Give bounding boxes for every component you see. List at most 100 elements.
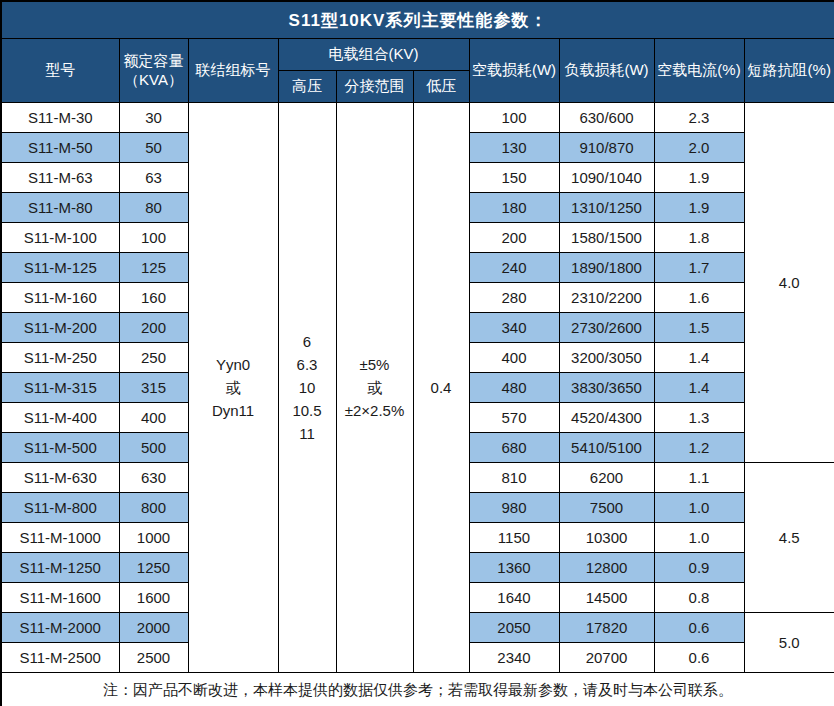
cell-model: S11-M-500 [1, 433, 119, 463]
cell-load-loss: 3200/3050 [559, 343, 654, 373]
cell-lv-line: 0.4 [414, 376, 469, 399]
table-row: S11-M-3030Yyn0或Dyn1166.31010.511±5%或±2×2… [1, 103, 834, 133]
cell-load-loss: 6200 [559, 463, 654, 493]
cell-capacity: 1000 [119, 523, 188, 553]
spec-table: S11型10KV系列主要性能参数： 型号 额定容量（KVA） 联结组标号 电载组… [0, 0, 834, 706]
col-header-lv: 低压 [413, 71, 469, 103]
cell-no-load-current: 1.0 [654, 493, 744, 523]
cell-load-loss: 12800 [559, 553, 654, 583]
cell-no-load-loss: 400 [469, 343, 559, 373]
cell-capacity: 1250 [119, 553, 188, 583]
cell-no-load-loss: 1150 [469, 523, 559, 553]
cell-no-load-loss: 980 [469, 493, 559, 523]
cell-load-loss: 1310/1250 [559, 193, 654, 223]
cell-model: S11-M-250 [1, 343, 119, 373]
cell-no-load-loss: 810 [469, 463, 559, 493]
cell-capacity: 125 [119, 253, 188, 283]
cell-no-load-current: 1.3 [654, 403, 744, 433]
cell-capacity: 630 [119, 463, 188, 493]
cell-no-load-loss: 480 [469, 373, 559, 403]
cell-vector-group-line: Dyn11 [189, 399, 278, 422]
cell-capacity: 2000 [119, 613, 188, 643]
cell-model: S11-M-160 [1, 283, 119, 313]
cell-model: S11-M-50 [1, 133, 119, 163]
cell-load-loss: 10300 [559, 523, 654, 553]
cell-impedance: 5.0 [744, 613, 834, 673]
cell-no-load-current: 1.2 [654, 433, 744, 463]
cell-load-loss: 4520/4300 [559, 403, 654, 433]
cell-model: S11-M-1600 [1, 583, 119, 613]
cell-no-load-loss: 680 [469, 433, 559, 463]
cell-no-load-loss: 200 [469, 223, 559, 253]
cell-load-loss: 17820 [559, 613, 654, 643]
capacity-header-line1: 额定容量 [124, 52, 184, 69]
cell-load-loss: 3830/3650 [559, 373, 654, 403]
cell-model: S11-M-80 [1, 193, 119, 223]
cell-no-load-current: 1.4 [654, 343, 744, 373]
cell-no-load-current: 0.9 [654, 553, 744, 583]
page-title: S11型10KV系列主要性能参数： [1, 1, 834, 39]
cell-vector-group-line: Yyn0 [189, 353, 278, 376]
cell-no-load-loss: 1360 [469, 553, 559, 583]
cell-capacity: 63 [119, 163, 188, 193]
col-header-voltage-combo: 电载组合(KV) [278, 39, 469, 71]
cell-tap-range-line: 或 [337, 376, 413, 399]
cell-tap-range-line: ±2×2.5% [337, 399, 413, 422]
cell-capacity: 250 [119, 343, 188, 373]
cell-no-load-loss: 100 [469, 103, 559, 133]
cell-lv: 0.4 [413, 103, 469, 673]
cell-no-load-current: 1.6 [654, 283, 744, 313]
col-header-vector-group: 联结组标号 [188, 39, 278, 103]
cell-load-loss: 1890/1800 [559, 253, 654, 283]
cell-no-load-current: 1.9 [654, 163, 744, 193]
table-body: S11-M-3030Yyn0或Dyn1166.31010.511±5%或±2×2… [1, 103, 834, 673]
cell-no-load-loss: 2340 [469, 643, 559, 673]
cell-model: S11-M-1250 [1, 553, 119, 583]
cell-model: S11-M-63 [1, 163, 119, 193]
col-header-no-load-loss: 空载损耗(W) [469, 39, 559, 103]
cell-capacity: 200 [119, 313, 188, 343]
cell-no-load-current: 2.3 [654, 103, 744, 133]
cell-no-load-loss: 150 [469, 163, 559, 193]
cell-no-load-loss: 1640 [469, 583, 559, 613]
col-header-load-loss: 负载损耗(W) [559, 39, 654, 103]
cell-model: S11-M-2500 [1, 643, 119, 673]
cell-vector-group: Yyn0或Dyn11 [188, 103, 278, 673]
cell-load-loss: 5410/5100 [559, 433, 654, 463]
footer-note: 注：因产品不断改进，本样本提供的数据仅供参考；若需取得最新参数，请及时与本公司联… [1, 673, 834, 706]
col-header-impedance: 短路抗阻(%) [744, 39, 834, 103]
cell-capacity: 400 [119, 403, 188, 433]
cell-model: S11-M-400 [1, 403, 119, 433]
cell-no-load-loss: 2050 [469, 613, 559, 643]
cell-tap-range: ±5%或±2×2.5% [336, 103, 413, 673]
cell-hv-line: 6.3 [279, 353, 336, 376]
capacity-header-line2: （KVA） [124, 71, 183, 88]
cell-load-loss: 7500 [559, 493, 654, 523]
cell-model: S11-M-30 [1, 103, 119, 133]
cell-no-load-current: 1.5 [654, 313, 744, 343]
cell-model: S11-M-630 [1, 463, 119, 493]
cell-no-load-current: 2.0 [654, 133, 744, 163]
cell-capacity: 800 [119, 493, 188, 523]
cell-impedance: 4.5 [744, 463, 834, 613]
cell-no-load-loss: 130 [469, 133, 559, 163]
cell-hv-line: 6 [279, 330, 336, 353]
cell-model: S11-M-800 [1, 493, 119, 523]
cell-load-loss: 1090/1040 [559, 163, 654, 193]
col-header-tap-range: 分接范围 [336, 71, 413, 103]
header-row-1: 型号 额定容量（KVA） 联结组标号 电载组合(KV) 空载损耗(W) 负载损耗… [1, 39, 834, 71]
cell-no-load-loss: 570 [469, 403, 559, 433]
col-header-model: 型号 [1, 39, 119, 103]
cell-load-loss: 910/870 [559, 133, 654, 163]
cell-model: S11-M-200 [1, 313, 119, 343]
cell-hv-line: 10 [279, 376, 336, 399]
cell-capacity: 1600 [119, 583, 188, 613]
cell-tap-range-line: ±5% [337, 353, 413, 376]
cell-capacity: 160 [119, 283, 188, 313]
cell-model: S11-M-1000 [1, 523, 119, 553]
cell-no-load-current: 0.6 [654, 613, 744, 643]
cell-capacity: 100 [119, 223, 188, 253]
cell-model: S11-M-125 [1, 253, 119, 283]
cell-capacity: 30 [119, 103, 188, 133]
cell-hv-line: 10.5 [279, 399, 336, 422]
